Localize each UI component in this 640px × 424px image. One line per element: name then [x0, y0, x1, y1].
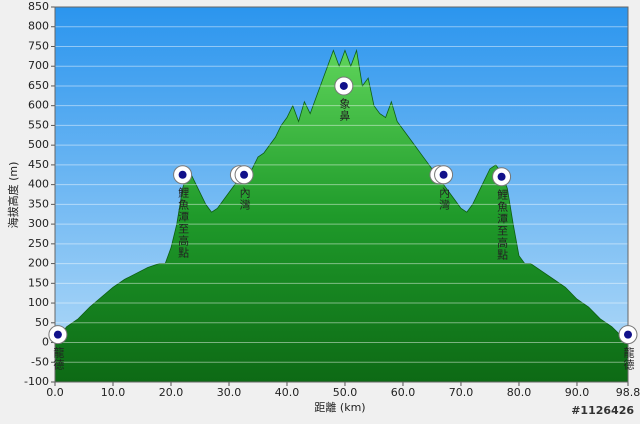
y-tick-label: -100	[24, 375, 49, 388]
y-tick-label: 450	[28, 158, 49, 171]
y-tick-label: 650	[28, 79, 49, 92]
y-tick-label: 550	[28, 118, 49, 131]
waypoint-label: 內灣	[238, 186, 251, 210]
y-tick-label: 400	[28, 178, 49, 191]
y-tick-label: 850	[28, 0, 49, 13]
y-tick-label: 350	[28, 197, 49, 210]
y-tick-label: 600	[28, 99, 49, 112]
waypoint-dot	[497, 172, 506, 181]
x-tick-label: 98.8	[616, 386, 640, 399]
waypoint-dot	[240, 170, 249, 179]
y-tick-label: 250	[28, 237, 49, 250]
watermark: #1126426	[571, 404, 634, 417]
y-tick-label: 500	[28, 138, 49, 151]
y-tick-label: 200	[28, 257, 49, 270]
y-tick-label: 700	[28, 59, 49, 72]
waypoint-label: 象鼻	[338, 98, 351, 122]
waypoint-label: 鯉魚潭至高點	[177, 185, 190, 258]
waypoint-dot	[178, 170, 187, 179]
x-tick-label: 10.0	[101, 386, 126, 399]
waypoint-dot	[339, 81, 348, 90]
plot-border	[54, 6, 629, 383]
x-tick-label: 30.0	[217, 386, 242, 399]
x-tick-label: 40.0	[275, 386, 300, 399]
waypoint-label: 鯉魚潭至高點	[496, 187, 509, 260]
y-tick-label: 300	[28, 217, 49, 230]
y-tick-label: 50	[35, 316, 49, 329]
y-axis-label: 海拔高度 (m)	[6, 162, 20, 229]
waypoint-dot	[53, 330, 62, 339]
x-tick-label: 80.0	[507, 386, 532, 399]
x-tick-label: 60.0	[391, 386, 416, 399]
x-tick-label: 0.0	[46, 386, 64, 399]
waypoint-dot	[439, 170, 448, 179]
x-axis-label: 距離 (km)	[314, 400, 365, 414]
y-tick-label: 750	[28, 39, 49, 52]
y-tick-label: 0	[42, 336, 49, 349]
y-tick-label: 150	[28, 276, 49, 289]
x-tick-label: 90.0	[565, 386, 590, 399]
elevation-area	[54, 48, 629, 383]
y-tick-label: -50	[31, 355, 49, 368]
y-tick-label: 800	[28, 20, 49, 33]
waypoint-label: 龍德	[622, 345, 635, 370]
x-tick-label: 20.0	[159, 386, 184, 399]
y-tick-label: 100	[28, 296, 49, 309]
x-tick-label: 50.0	[333, 386, 358, 399]
x-tick-label: 70.0	[449, 386, 474, 399]
waypoint-label: 龍德	[52, 345, 65, 370]
waypoint-label: 內灣	[438, 186, 451, 210]
waypoint-dot	[624, 330, 632, 339]
